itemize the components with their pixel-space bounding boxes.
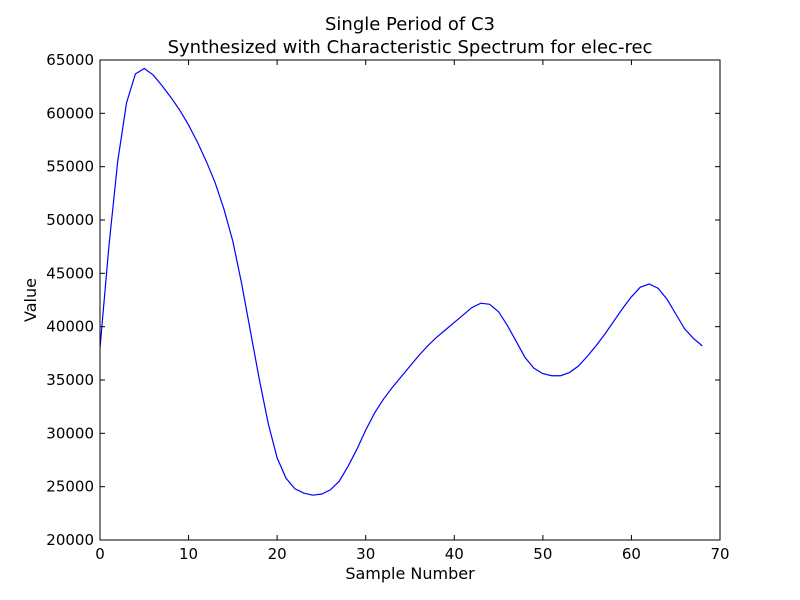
x-tick-label: 20 [268,545,287,563]
x-axis-label: Sample Number [345,564,475,583]
x-tick-label: 10 [179,545,198,563]
y-tick-label: 40000 [46,318,94,336]
plot-frame [99,59,721,541]
data-line [99,67,703,496]
y-tick-label: 65000 [46,51,94,69]
y-tick-label: 60000 [46,104,94,122]
y-tick-label: 55000 [46,158,94,176]
y-axis-label: Value [21,278,40,322]
y-tick-label: 50000 [46,211,94,229]
y-tick-label: 35000 [46,371,94,389]
x-tick-label: 70 [710,545,729,563]
x-tick-label: 0 [95,545,105,563]
x-tick-label: 50 [533,545,552,563]
x-tick-label: 30 [356,545,375,563]
x-tick-label: 40 [445,545,464,563]
chart-title: Synthesized with Characteristic Spectrum… [168,37,653,58]
y-tick-label: 20000 [46,531,94,549]
y-tick-label: 45000 [46,264,94,282]
y-tick-label: 30000 [46,424,94,442]
y-tick-label: 25000 [46,478,94,496]
x-tick-label: 60 [622,545,641,563]
chart-title: Single Period of C3 [325,14,495,35]
